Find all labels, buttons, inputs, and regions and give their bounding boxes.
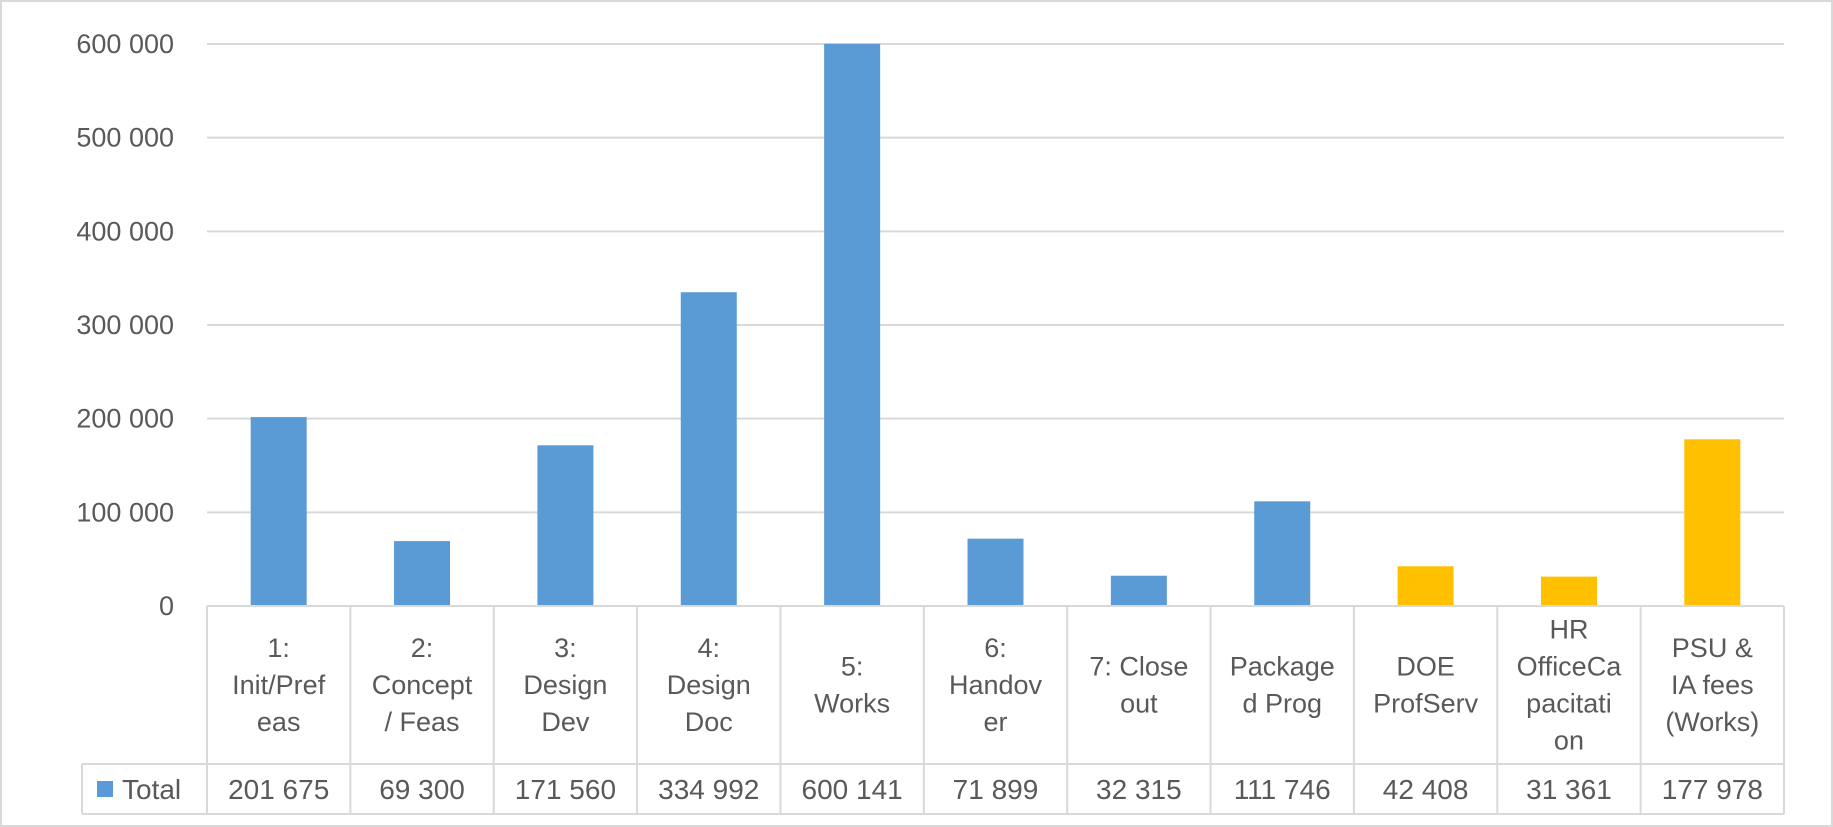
- category-label-line: / Feas: [385, 707, 460, 737]
- category-label-line: out: [1120, 689, 1158, 719]
- data-value-label: 177 978: [1662, 774, 1763, 805]
- y-tick-label: 600 000: [76, 29, 174, 59]
- legend-label-total: Total: [122, 774, 181, 805]
- y-tick-label: 400 000: [76, 216, 174, 246]
- category-label-line: 2:: [411, 633, 434, 663]
- category-label: Package d Prog: [1230, 652, 1335, 719]
- category-label-line: 3:: [554, 633, 577, 663]
- category-label: 5: Works: [814, 652, 890, 719]
- category-label: 1: Init/Pref eas: [232, 633, 326, 737]
- category-label-line: on: [1554, 726, 1584, 756]
- data-value-label: 334 992: [658, 774, 759, 805]
- bar: [537, 445, 594, 606]
- category-label-line: ProfServ: [1373, 689, 1479, 719]
- category-label-line: 7: Close: [1089, 652, 1188, 682]
- category-label-line: eas: [257, 707, 301, 737]
- category-label-line: Design: [523, 670, 607, 700]
- category-label-line: IA fees: [1671, 670, 1754, 700]
- bar: [1397, 566, 1454, 606]
- category-label-line: 1:: [267, 633, 290, 663]
- category-label-line: Design: [667, 670, 751, 700]
- bar: [1254, 501, 1311, 606]
- y-tick-label: 0: [159, 591, 174, 621]
- bar: [680, 292, 737, 606]
- category-label: 4: Design Doc: [667, 633, 751, 737]
- category-label-line: 6:: [984, 633, 1007, 663]
- category-label-line: Concept: [372, 670, 473, 700]
- data-value-label: 69 300: [379, 774, 465, 805]
- category-label-line: Dev: [541, 707, 590, 737]
- category-label: 3: Design Dev: [523, 633, 607, 737]
- y-axis-tick-labels: 0 100 000 200 000 300 000 400 000 500 000 600 …: [76, 29, 174, 621]
- category-label: 7: Close out: [1089, 652, 1188, 719]
- data-table: 1: Init/Pref eas 2: Concept / Feas 3: Design Dev…: [81, 605, 1785, 815]
- bar: [824, 43, 881, 607]
- category-label-line: OfficeCa: [1517, 652, 1623, 682]
- data-value-label: 32 315: [1096, 774, 1182, 805]
- y-tick-label: 100 000: [76, 497, 174, 527]
- data-value-label: 71 899: [953, 774, 1039, 805]
- data-value-label: 171 560: [515, 774, 616, 805]
- bar: [1110, 575, 1167, 606]
- y-tick-label: 300 000: [76, 310, 174, 340]
- category-label: DOE ProfServ: [1373, 652, 1479, 719]
- data-value-label: 111 746: [1234, 774, 1331, 805]
- category-label-line: PSU &: [1672, 633, 1753, 663]
- data-value-label: 31 361: [1526, 774, 1612, 805]
- category-label: HR OfficeCa pacitati on: [1517, 615, 1623, 756]
- category-label-line: Handov: [949, 670, 1043, 700]
- bar: [1540, 576, 1597, 606]
- bar: [967, 538, 1024, 606]
- bar: [394, 541, 451, 606]
- bars: [250, 43, 1741, 607]
- category-label-line: (Works): [1665, 707, 1759, 737]
- category-label-line: Init/Pref: [232, 670, 326, 700]
- legend-swatch: [97, 781, 113, 797]
- bar: [1684, 439, 1741, 606]
- category-label-line: d Prog: [1242, 689, 1322, 719]
- category-label-line: HR: [1549, 615, 1588, 645]
- category-label-line: 4:: [698, 633, 721, 663]
- category-label-line: Doc: [685, 707, 733, 737]
- y-tick-label: 500 000: [76, 123, 174, 153]
- bar: [250, 417, 307, 606]
- category-label-line: 5:: [841, 652, 864, 682]
- category-label-line: DOE: [1396, 652, 1455, 682]
- category-label: 6: Handov er: [949, 633, 1043, 737]
- y-tick-label: 200 000: [76, 404, 174, 434]
- data-value-label: 201 675: [228, 774, 329, 805]
- gridlines: [207, 43, 1784, 514]
- data-value-label: 42 408: [1383, 774, 1469, 805]
- category-label-line: er: [983, 707, 1007, 737]
- category-label-line: Package: [1230, 652, 1335, 682]
- category-label: PSU & IA fees (Works): [1665, 633, 1759, 737]
- category-label: 2: Concept / Feas: [372, 633, 473, 737]
- category-label-line: Works: [814, 689, 890, 719]
- data-value-label: 600 141: [802, 774, 903, 805]
- category-label-line: pacitati: [1526, 689, 1612, 719]
